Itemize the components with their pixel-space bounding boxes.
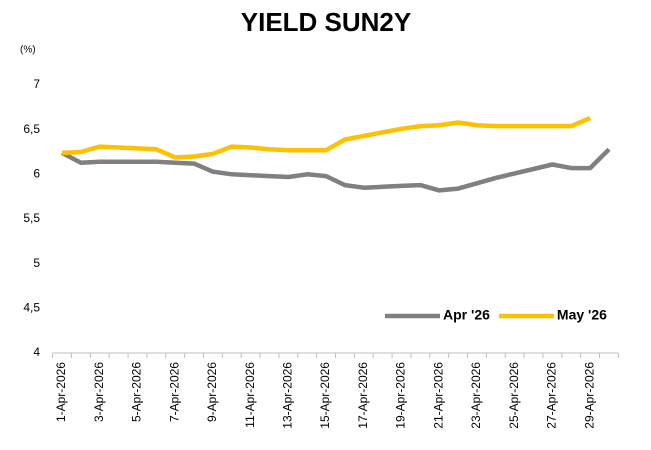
y-tick-label: 4,5 (23, 301, 40, 315)
x-tick-label: 27-Apr-2026 (545, 362, 559, 429)
y-tick-label: 5 (33, 256, 40, 270)
x-tick-label: 13-Apr-2026 (281, 362, 295, 429)
y-tick-label: 4 (33, 345, 40, 359)
x-tick-label: 7-Apr-2026 (167, 362, 181, 422)
x-tick-label: 17-Apr-2026 (356, 362, 370, 429)
x-tick-label: 29-Apr-2026 (582, 362, 596, 429)
line-series (61, 116, 591, 160)
x-tick-label: 21-Apr-2026 (431, 362, 445, 429)
chart-title: YIELD SUN2Y (241, 7, 412, 37)
y-tick-label: 7 (33, 77, 40, 91)
x-tick-label: 25-Apr-2026 (507, 362, 521, 429)
y-tick-label: 5,5 (23, 211, 40, 225)
x-tick-label: 19-Apr-2026 (394, 362, 408, 429)
legend-label: May '26 (557, 307, 607, 323)
x-tick-label: 11-Apr-2026 (243, 362, 257, 428)
legend-label: Apr '26 (443, 307, 490, 323)
y-tick-label: 6 (33, 167, 40, 181)
x-tick-label: 15-Apr-2026 (318, 362, 332, 429)
x-tick-label: 1-Apr-2026 (54, 362, 68, 422)
x-tick-label: 23-Apr-2026 (469, 362, 483, 429)
line-series (60, 147, 611, 193)
x-tick-label: 5-Apr-2026 (130, 362, 144, 422)
y-axis-label: (%) (20, 45, 36, 56)
y-tick-label: 6,5 (23, 122, 40, 136)
x-tick-label: 3-Apr-2026 (92, 362, 106, 422)
x-tick-label: 9-Apr-2026 (205, 362, 219, 422)
